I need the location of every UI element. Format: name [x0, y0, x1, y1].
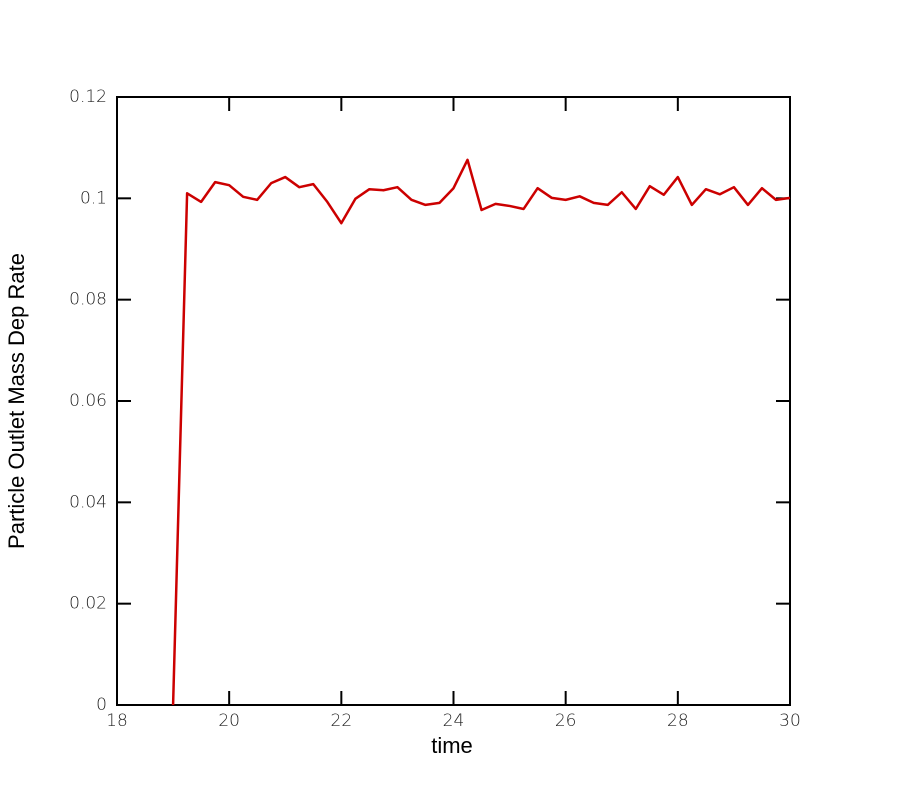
- x-tick-label: 24: [443, 711, 465, 731]
- x-axis-title: time: [431, 733, 473, 758]
- y-tick-label: 0.12: [69, 87, 107, 107]
- data-line: [171, 158, 791, 706]
- x-tick-label: 22: [331, 711, 353, 731]
- y-tick-label: 0.02: [69, 594, 107, 614]
- x-tick-label: 18: [106, 711, 128, 731]
- y-tick-label: 0: [96, 695, 107, 715]
- x-tick-label: 28: [667, 711, 689, 731]
- y-tick-label: 0.06: [69, 391, 107, 411]
- x-tick-label: 20: [218, 711, 240, 731]
- y-tick-label: 0.1: [80, 188, 107, 208]
- y-tick-label: 0.04: [69, 492, 107, 512]
- y-axis-title: Particle Outlet Mass Dep Rate: [4, 253, 29, 549]
- x-tick-label: 26: [555, 711, 577, 731]
- x-tick-label: 30: [779, 711, 801, 731]
- y-tick-label: 0.08: [69, 290, 107, 310]
